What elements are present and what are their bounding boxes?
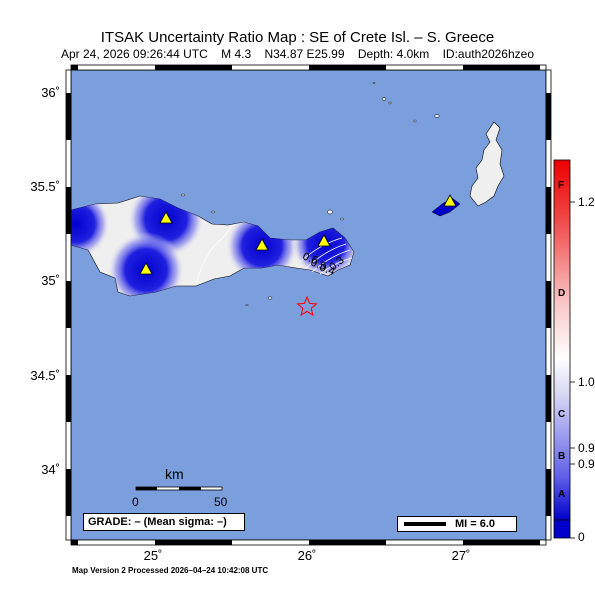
station-marker [159,211,173,224]
map-frame: 0.6 0.5 0.4 0.3 [65,64,575,546]
event-depth: Depth: 4.0km [357,47,430,61]
station-marker [443,194,457,207]
islets [180,81,440,307]
colorbar-value: 1.2 [578,195,595,209]
station-marker [255,238,269,251]
mi-legend-label: MI = 6.0 [455,518,496,530]
colorbar-grade-letter: B [558,451,566,462]
contour-label: 0.4 [318,262,336,279]
frame-border [65,64,552,546]
karpathos-island [469,121,505,207]
colorbar-value: 0.9 [578,441,595,455]
lat-label: 34˚ [41,462,60,477]
lat-label: 36˚ [41,85,60,100]
sea [70,69,547,541]
colorbar-grade-letter: A [558,489,566,500]
colorbar [553,159,575,539]
colorbar-grade-letter: D [558,288,566,299]
lat-label: 35.5˚ [30,179,60,194]
lon-label: 27˚ [451,548,471,563]
colorbar-grade-letter: C [558,409,566,420]
footer-processed: Map Version 2 Processed 2026–04–24 10:42… [72,566,269,575]
lat-label: 35˚ [41,273,60,288]
contour-label: 0.5 [309,257,327,274]
scale-bar [135,486,223,491]
event-magnitude: M 4.3 [221,47,252,61]
colorbar-value: 0 [578,530,585,544]
scale-bar-min: 0 [132,495,139,509]
contour-labels: 0.6 0.5 0.4 0.3 [301,251,347,279]
mi-legend: MI = 6.0 [397,516,517,532]
seismic-stations [139,194,457,275]
station-marker [139,262,153,275]
lat-label: 34.5˚ [30,368,60,383]
contour-lines [195,225,353,285]
event-location: N34.87 E25.99 [264,47,345,61]
lon-label: 26˚ [297,548,317,563]
grade-box: GRADE: – (Mean sigma: –) [83,513,245,531]
map-title: ITSAK Uncertainty Ratio Map : SE of Cret… [100,29,495,46]
scale-bar-title: km [165,466,184,482]
event-info: Apr 24, 2026 09:26:44 UTC M 4.3 N34.87 E… [0,47,595,61]
contour-label: 0.6 [301,251,319,268]
scale-bar-max: 50 [214,495,228,509]
epicenter-star [296,295,318,317]
event-datetime: Apr 24, 2026 09:26:44 UTC [61,47,208,61]
colorbar-grade-letter: F [558,180,565,191]
colorbar-value: 0.9 [578,457,595,471]
station-marker [317,234,331,247]
mi-legend-line [404,522,446,526]
event-id: ID:auth2026hzeo [442,47,534,61]
colorbar-value: 1.0 [578,375,595,389]
lon-label: 25˚ [143,548,163,563]
